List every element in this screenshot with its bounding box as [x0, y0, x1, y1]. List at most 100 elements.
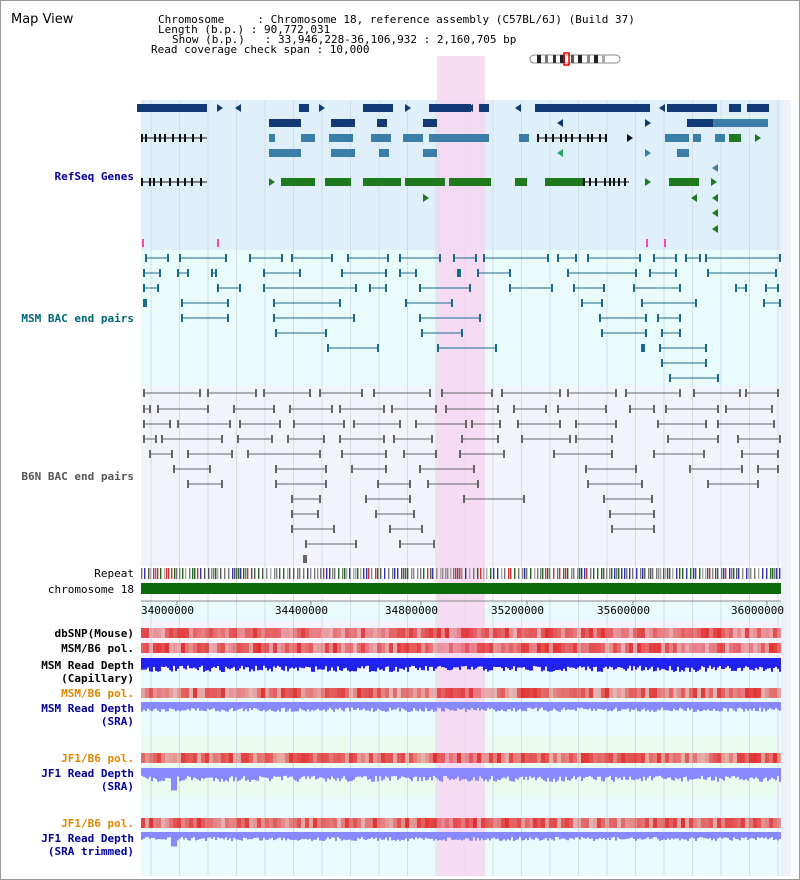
- repeat-element[interactable]: [618, 568, 620, 579]
- track-label-refseq-genes[interactable]: RefSeq Genes: [54, 170, 134, 183]
- repeat-element[interactable]: [614, 568, 616, 579]
- gene-exon-block[interactable]: [363, 178, 401, 186]
- gene-strand-arrow[interactable]: [645, 119, 651, 127]
- repeat-element[interactable]: [317, 568, 319, 579]
- repeat-element[interactable]: [213, 568, 215, 579]
- repeat-element[interactable]: [346, 568, 348, 579]
- repeat-element[interactable]: [157, 568, 159, 579]
- repeat-element[interactable]: [636, 568, 638, 579]
- gene-exon-tick[interactable]: [179, 134, 181, 142]
- gene-strand-arrow[interactable]: [755, 134, 761, 142]
- repeat-element[interactable]: [695, 568, 697, 579]
- gene-exon-block[interactable]: [669, 178, 699, 186]
- gene-exon-block[interactable]: [423, 119, 437, 127]
- repeat-element[interactable]: [626, 568, 628, 579]
- repeat-element[interactable]: [621, 568, 623, 579]
- repeat-element[interactable]: [686, 568, 688, 579]
- gene-exon-block[interactable]: [403, 134, 423, 142]
- repeat-element[interactable]: [693, 568, 695, 579]
- repeat-element[interactable]: [220, 568, 222, 579]
- gene-exon-tick[interactable]: [200, 134, 202, 142]
- repeat-element[interactable]: [736, 568, 738, 579]
- gene-exon-tick[interactable]: [191, 178, 193, 186]
- gene-exon-block[interactable]: [137, 104, 207, 112]
- repeat-element[interactable]: [283, 568, 285, 579]
- repeat-element[interactable]: [447, 568, 449, 579]
- repeat-element[interactable]: [326, 568, 328, 579]
- repeat-element[interactable]: [579, 568, 581, 579]
- track-label-msm-bac[interactable]: MSM BAC end pairs: [21, 312, 134, 325]
- repeat-element[interactable]: [403, 568, 405, 579]
- repeat-element[interactable]: [540, 568, 542, 579]
- chromosome-bar[interactable]: [141, 583, 781, 594]
- gene-exon-block[interactable]: [269, 134, 275, 142]
- gene-exon-tick[interactable]: [583, 178, 585, 186]
- repeat-element[interactable]: [189, 568, 191, 579]
- gene-exon-tick[interactable]: [579, 134, 581, 142]
- repeat-element[interactable]: [245, 568, 247, 579]
- repeat-element[interactable]: [176, 568, 178, 579]
- gene-strand-arrow[interactable]: [645, 149, 651, 157]
- repeat-element[interactable]: [247, 568, 249, 579]
- gene-strand-arrow[interactable]: [712, 209, 718, 217]
- repeat-element[interactable]: [320, 568, 322, 579]
- gene-strand-arrow[interactable]: [405, 104, 411, 112]
- repeat-element[interactable]: [407, 568, 409, 579]
- repeat-element[interactable]: [490, 568, 492, 579]
- gene-strand-arrow[interactable]: [659, 104, 665, 112]
- gene-strand-arrow[interactable]: [712, 194, 718, 202]
- repeat-element[interactable]: [534, 568, 536, 579]
- repeat-element[interactable]: [153, 568, 155, 579]
- gene-exon-tick[interactable]: [154, 134, 156, 142]
- selected-region-highlight[interactable]: [437, 56, 485, 876]
- repeat-element[interactable]: [377, 568, 379, 579]
- repeat-element[interactable]: [384, 568, 386, 579]
- gene-strand-arrow[interactable]: [319, 104, 325, 112]
- gene-strand-arrow[interactable]: [712, 164, 718, 172]
- gene-exon-tick[interactable]: [159, 134, 161, 142]
- gene-exon-tick[interactable]: [571, 134, 573, 142]
- repeat-element[interactable]: [150, 568, 152, 579]
- gene-exon-block[interactable]: [545, 178, 583, 186]
- repeat-element[interactable]: [192, 568, 194, 579]
- repeat-element[interactable]: [754, 568, 756, 579]
- repeat-element[interactable]: [597, 568, 599, 579]
- repeat-element[interactable]: [547, 568, 549, 579]
- repeat-element[interactable]: [442, 568, 444, 579]
- repeat-element[interactable]: [524, 568, 526, 579]
- repeat-element[interactable]: [208, 568, 210, 579]
- repeat-element[interactable]: [266, 568, 268, 579]
- gene-exon-block[interactable]: [329, 134, 353, 142]
- repeat-element[interactable]: [303, 568, 305, 579]
- gene-exon-block[interactable]: [331, 149, 355, 157]
- repeat-element[interactable]: [380, 568, 382, 579]
- repeat-element[interactable]: [738, 568, 740, 579]
- gene-exon-tick[interactable]: [587, 134, 589, 142]
- gene-exon-block[interactable]: [269, 149, 301, 157]
- repeat-element[interactable]: [742, 568, 744, 579]
- gene-exon-tick[interactable]: [599, 134, 601, 142]
- gene-exon-block[interactable]: [747, 104, 769, 112]
- repeat-element[interactable]: [185, 568, 187, 579]
- repeat-element[interactable]: [417, 568, 419, 579]
- track-label-b6n-bac[interactable]: B6N BAC end pairs: [21, 470, 134, 483]
- repeat-element[interactable]: [650, 568, 652, 579]
- repeat-element[interactable]: [593, 568, 595, 579]
- gene-exon-block[interactable]: [281, 178, 315, 186]
- repeat-element[interactable]: [590, 568, 592, 579]
- repeat-element[interactable]: [537, 568, 539, 579]
- repeat-element[interactable]: [571, 568, 573, 579]
- repeat-element[interactable]: [577, 568, 579, 579]
- gene-exon-block[interactable]: [429, 104, 471, 112]
- gene-exon-block[interactable]: [687, 119, 717, 127]
- repeat-element[interactable]: [770, 568, 772, 579]
- repeat-element[interactable]: [171, 568, 173, 579]
- gene-exon-tick[interactable]: [153, 178, 155, 186]
- gene-exon-block[interactable]: [667, 104, 717, 112]
- repeat-element[interactable]: [601, 568, 603, 579]
- gene-exon-tick[interactable]: [624, 178, 626, 186]
- repeat-element[interactable]: [436, 568, 438, 579]
- repeat-element[interactable]: [606, 568, 608, 579]
- repeat-element[interactable]: [423, 568, 425, 579]
- repeat-element[interactable]: [679, 568, 681, 579]
